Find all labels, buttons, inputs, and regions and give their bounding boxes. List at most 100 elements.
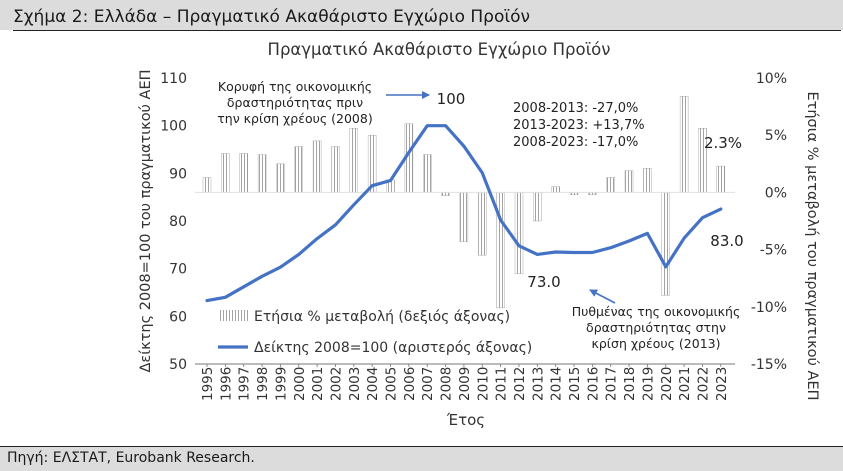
bar-2001 xyxy=(312,140,322,193)
x-tick-2006: 2006 xyxy=(402,367,418,401)
bar-2021 xyxy=(679,96,689,193)
bar-2007 xyxy=(423,154,432,193)
x-tick-1996: 1996 xyxy=(218,367,234,401)
x-tick-2022: 2022 xyxy=(696,367,712,401)
trough-note-line-2: δραστηριότητας στην xyxy=(586,320,726,335)
stats-box: 2008-2013: -27,0% 2013-2023: +13,7% 2008… xyxy=(513,101,645,150)
x-tick-2004: 2004 xyxy=(365,367,381,401)
x-tick-1998: 1998 xyxy=(255,367,271,401)
trough-arrow xyxy=(589,289,616,304)
chart-panel: Πραγματικό Ακαθάριστο Εγχώριο Προϊόν 199… xyxy=(13,31,835,446)
x-tick-1995: 1995 xyxy=(200,367,216,401)
bar-2012 xyxy=(514,192,524,274)
bar-2018 xyxy=(624,170,634,193)
stat-line-3: 2008-2023: -17,0% xyxy=(513,135,638,150)
stat-line-2: 2013-2023: +13,7% xyxy=(513,118,645,133)
right-tick-0: 0% xyxy=(765,185,787,201)
index-line xyxy=(205,124,723,303)
chart: Πραγματικό Ακαθάριστο Εγχώριο Προϊόν 199… xyxy=(13,31,835,446)
x-tick-2005: 2005 xyxy=(384,367,400,401)
last-growth-label: 2.3% xyxy=(704,134,742,152)
x-tick-2012: 2012 xyxy=(512,367,528,401)
x-tick-2007: 2007 xyxy=(420,367,436,401)
x-tick-2023: 2023 xyxy=(714,367,730,401)
bar-2009 xyxy=(459,192,469,242)
right-tick-10: 10% xyxy=(756,71,787,87)
figure-caption: Σχήμα 2: Ελλάδα – Πραγματικό Ακαθάριστο … xyxy=(13,7,531,27)
right-axis-title: Ετήσια % μεταβολή του πραγματικού ΑΕΠ xyxy=(804,91,820,400)
source-note: Πηγή: ΕΛΣΤΑΤ, Eurobank Research. xyxy=(7,450,255,466)
bar-1997 xyxy=(239,153,248,193)
bar-2000 xyxy=(294,146,303,193)
trough-note-line-3: κρίση χρέους (2013) xyxy=(591,336,720,351)
left-tick-80: 80 xyxy=(169,214,187,230)
legend-swatch-bars xyxy=(218,310,248,321)
x-tick-2018: 2018 xyxy=(622,367,638,401)
x-tick-2010: 2010 xyxy=(475,367,491,401)
peak-note-line-3: την κρίση χρέους (2008) xyxy=(217,111,372,126)
left-tick-100: 100 xyxy=(160,119,187,135)
bar-2003 xyxy=(349,128,358,193)
x-tick-2000: 2000 xyxy=(292,367,308,401)
left-tick-50: 50 xyxy=(169,357,187,373)
right-tick--5: -5% xyxy=(760,243,787,259)
chart-title: Πραγματικό Ακαθάριστο Εγχώριο Προϊόν xyxy=(268,40,611,59)
bar-2013 xyxy=(533,192,542,222)
legend: Ετήσια % μεταβολή (δεξιός άξονας) Δείκτη… xyxy=(218,309,532,356)
left-tick-110: 110 xyxy=(160,71,187,87)
right-tick-5: 5% xyxy=(765,128,787,144)
bar-1999 xyxy=(276,163,285,193)
x-axis-ticks: 1995 1996 1997 1998 1999 2000 2001 2002 2003 2004… xyxy=(200,364,730,401)
x-tick-1997: 1997 xyxy=(237,367,253,401)
left-axis-ticks: 110 100 90 80 70 60 50 xyxy=(160,71,187,373)
bar-2010 xyxy=(478,192,487,256)
x-tick-2014: 2014 xyxy=(549,367,565,401)
peak-note-line-2: δραστηριότητας πριν xyxy=(227,95,363,110)
x-tick-2011: 2011 xyxy=(494,367,510,401)
bar-2019 xyxy=(643,168,652,193)
bar-2014 xyxy=(551,186,560,193)
x-tick-2019: 2019 xyxy=(640,367,656,401)
x-tick-2020: 2020 xyxy=(659,367,675,401)
x-tick-2017: 2017 xyxy=(604,367,620,401)
x-tick-2009: 2009 xyxy=(457,367,473,401)
x-tick-1999: 1999 xyxy=(273,367,289,401)
x-tick-2001: 2001 xyxy=(310,367,326,401)
bar-2023 xyxy=(716,165,725,193)
x-tick-2016: 2016 xyxy=(585,367,601,401)
bar-1998 xyxy=(257,154,267,193)
trough-note-line-1: Πυθμένας της οικονομικής xyxy=(572,304,741,319)
peak-label: 100 xyxy=(437,90,466,108)
x-tick-2021: 2021 xyxy=(677,367,693,401)
source-rule xyxy=(0,446,843,447)
bar-1996 xyxy=(221,153,230,193)
right-tick--10: -10% xyxy=(751,300,787,316)
left-tick-60: 60 xyxy=(169,309,187,325)
x-tick-2003: 2003 xyxy=(347,367,363,401)
bar-2017 xyxy=(606,177,615,193)
stat-line-1: 2008-2013: -27,0% xyxy=(513,101,638,116)
trough-label: 73.0 xyxy=(527,273,560,291)
x-tick-2002: 2002 xyxy=(329,367,345,401)
left-tick-70: 70 xyxy=(169,262,187,278)
caption-rule xyxy=(13,30,841,31)
right-tick--15: -15% xyxy=(751,357,787,373)
x-tick-2013: 2013 xyxy=(530,367,546,401)
last-value-label: 83.0 xyxy=(710,232,743,250)
peak-note-line-1: Κορυφή της οικονομικής xyxy=(218,79,372,94)
bar-2002 xyxy=(331,146,340,193)
x-tick-2015: 2015 xyxy=(567,367,583,401)
caption-band xyxy=(0,0,843,30)
left-tick-90: 90 xyxy=(169,166,187,182)
legend-label-bars: Ετήσια % μεταβολή (δεξιός άξονας) xyxy=(254,309,510,325)
legend-label-line: Δείκτης 2008=100 (αριστερός άξονας) xyxy=(254,340,532,356)
bar-1995 xyxy=(202,177,212,193)
trough-note: Πυθμένας της οικονομικής δραστηριότητας … xyxy=(572,304,741,351)
plot-background xyxy=(13,31,835,446)
bar-2020 xyxy=(661,192,670,296)
x-tick-2008: 2008 xyxy=(439,367,455,401)
right-axis-ticks: 10% 5% 0% -5% -10% -15% xyxy=(751,71,787,373)
bar-2008 xyxy=(441,192,450,196)
peak-note: Κορυφή της οικονομικής δραστηριότητας πρ… xyxy=(217,79,372,126)
x-axis-title: Έτος xyxy=(446,411,485,429)
